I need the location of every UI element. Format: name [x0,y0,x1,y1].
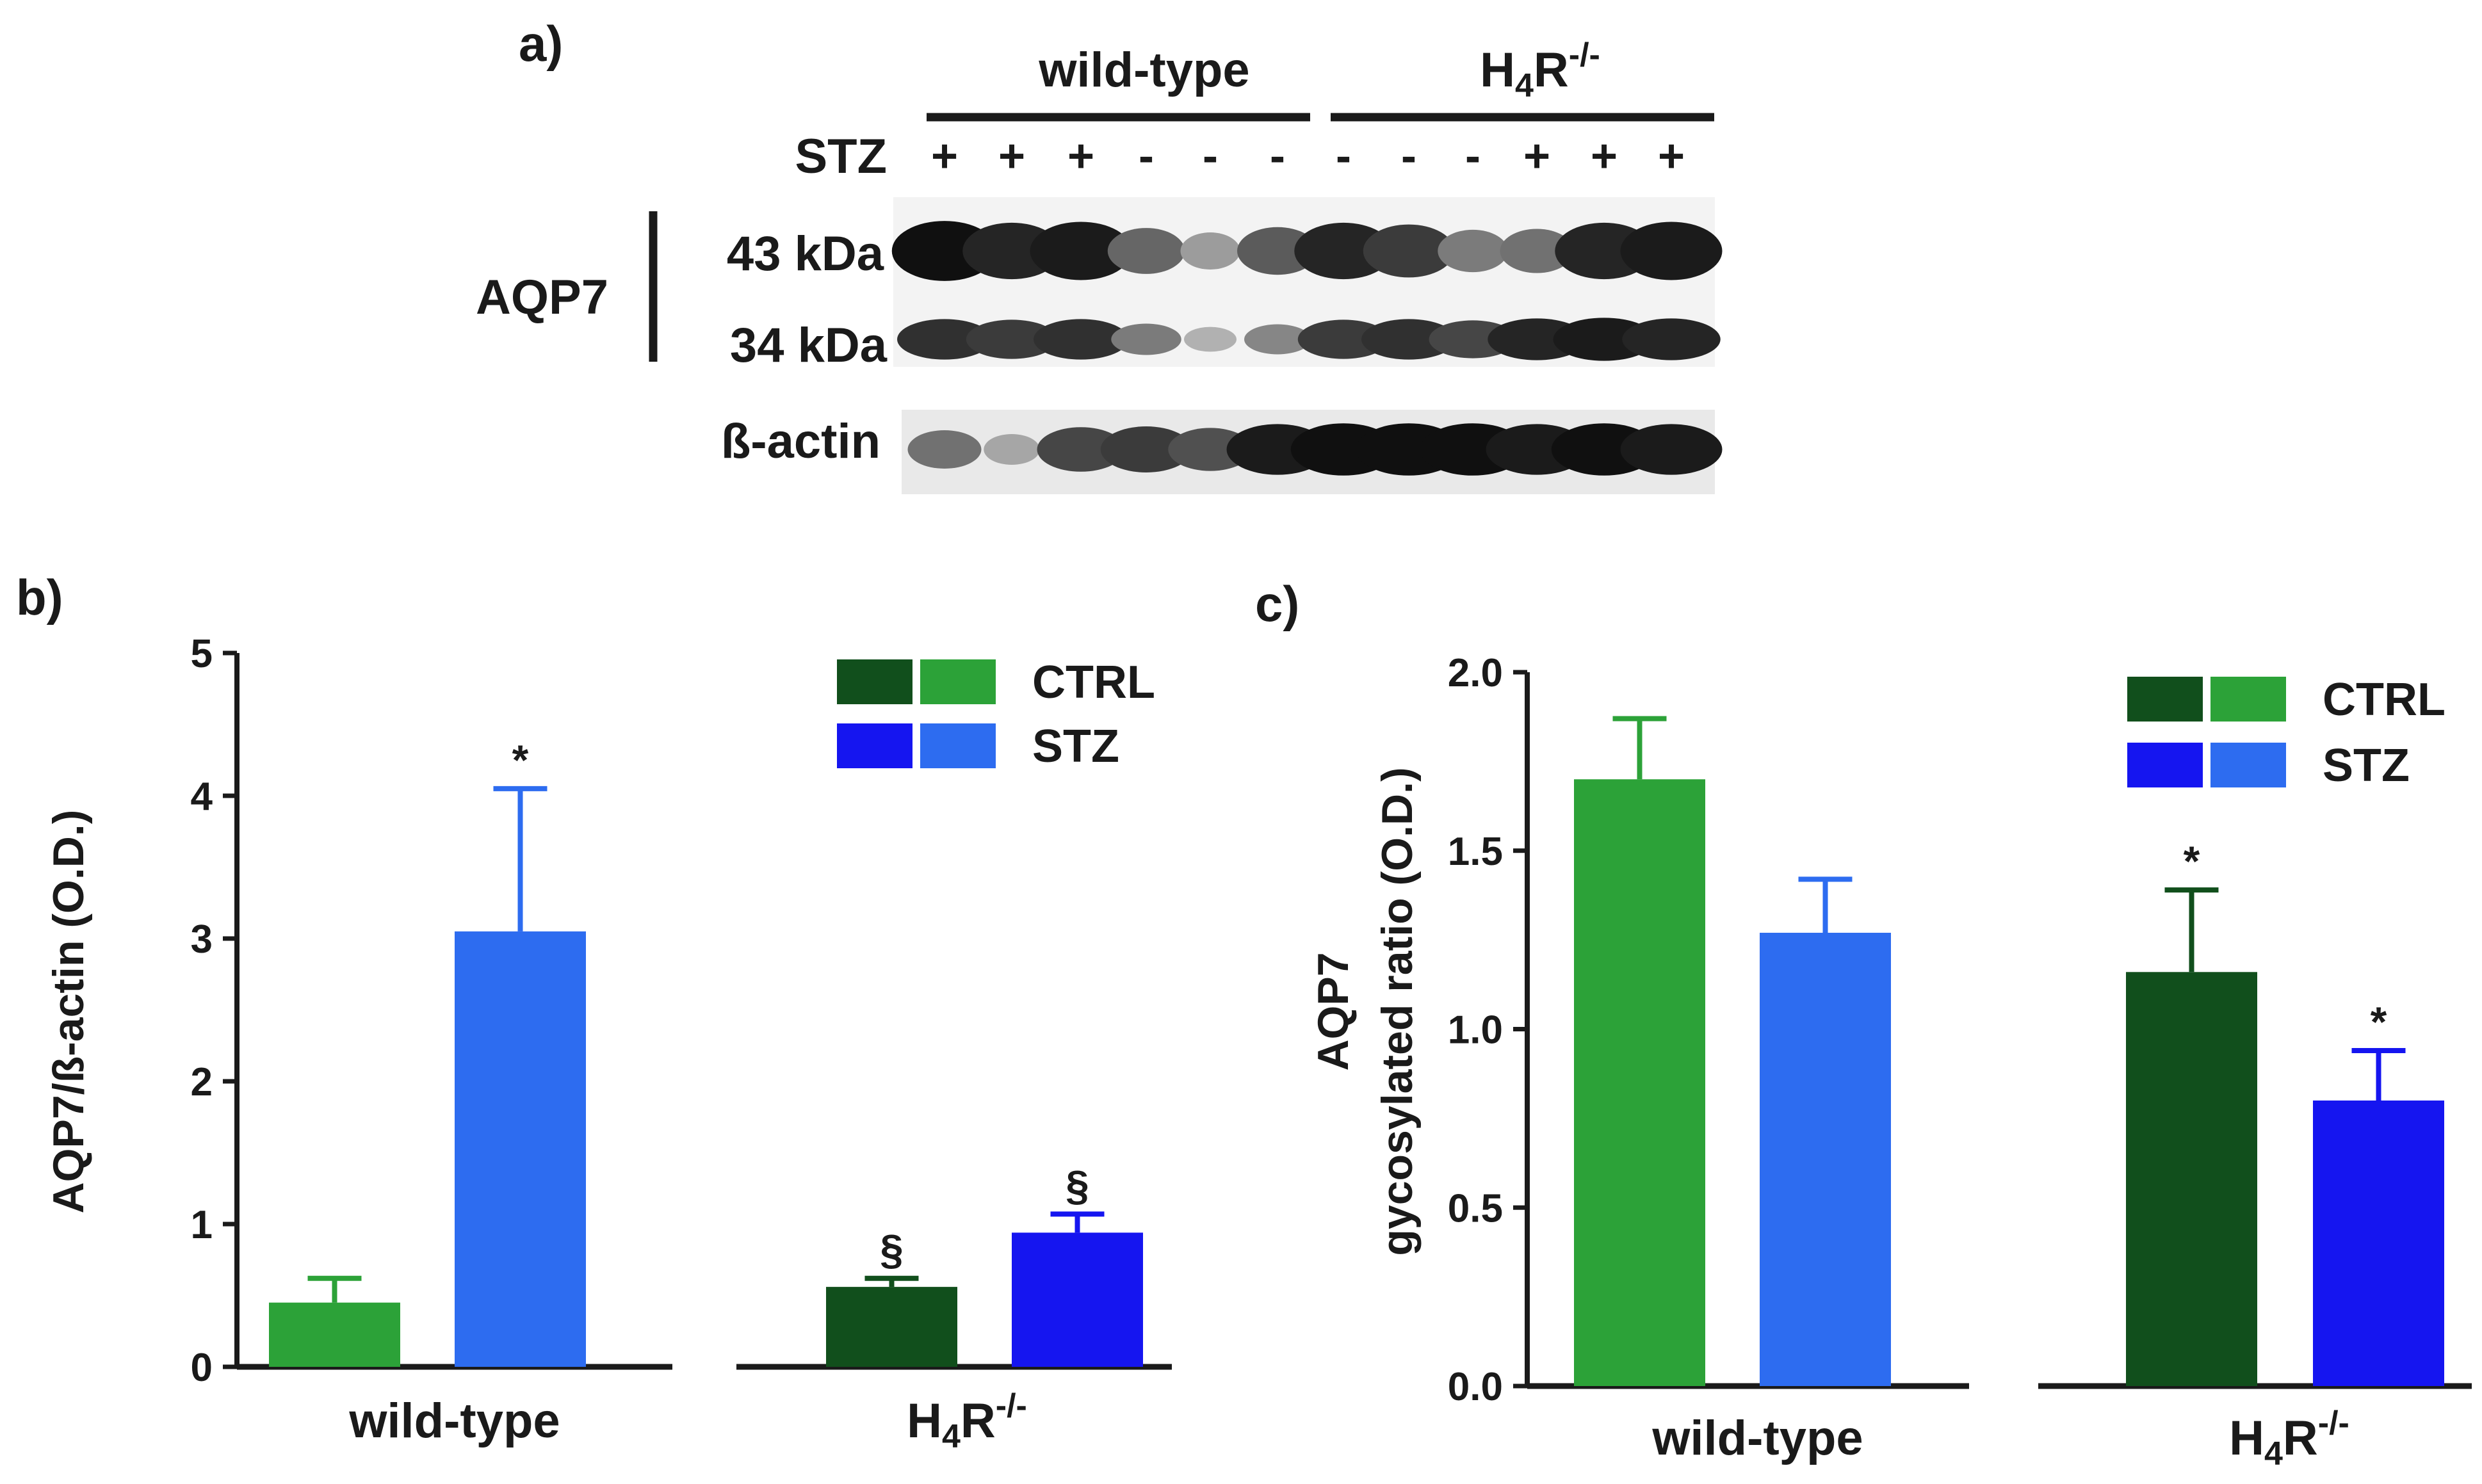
legend-swatch-ctrl-light [920,659,996,704]
y-tick-label: 0.5 [1448,1186,1503,1230]
legend-swatch-stz-light [2210,743,2286,787]
blot-band [1500,229,1574,273]
significance-mark: * [2371,998,2387,1045]
bar-ctrl [826,1287,957,1367]
significance-mark: * [2184,837,2200,885]
y-tick-label: 1.5 [1448,830,1503,874]
legend-swatch-stz-dark [2127,743,2203,787]
y-tick-label: 3 [191,917,213,962]
blot-band [1111,323,1181,355]
blot-band [1168,428,1253,471]
blot-group-label-ko: H4R-/- [1480,36,1600,104]
y-tick-label: 2.0 [1448,651,1503,695]
chart-b-panel-label: b) [16,569,63,625]
blot-band [1184,327,1237,352]
stz-signs: + + + - - - - - - + + + [931,131,1685,182]
bar-stz [1012,1232,1143,1367]
blot-band [1107,228,1185,274]
actin-bands [907,423,1723,476]
chart-c-ylabel-line1: AQP7 [1309,952,1358,1070]
aqp7-bands [891,221,1723,361]
y-tick-label: 2 [191,1060,213,1104]
band-label-34: 34 kDa [730,318,888,373]
legend-label-stz: STZ [2323,740,2410,791]
bar-ctrl [1574,779,1705,1386]
legend-label-ctrl: CTRL [1032,657,1155,708]
y-tick-label: 4 [191,775,213,819]
legend-label-stz: STZ [1032,721,1119,772]
bar-ctrl [2126,972,2257,1386]
chart-b-legend: CTRL STZ [837,657,1155,772]
blot-band [1297,319,1390,359]
stz-sign: - [1270,131,1285,182]
chart-c-panel-label: c) [1255,576,1299,632]
blot-band [984,434,1040,465]
legend-swatch-stz-dark [837,723,912,768]
protein-label: AQP7 [476,270,608,325]
chart-b-group-label-wt: wild-type [348,1394,560,1448]
chart-b-ylabel: AQP7/ß-actin (O.D.) [44,810,93,1214]
blot-band [1363,224,1455,278]
chart-c: c) AQP7 gycosylated ratio (O.D.) wild-ty… [1255,576,2472,1472]
stz-sign: + [1591,131,1618,182]
y-tick-label: 1 [191,1203,213,1247]
stz-sign: - [1203,131,1218,182]
blot-band [897,319,992,360]
bar-stz [455,931,586,1367]
blot-band [966,319,1058,359]
blot-band [1100,426,1192,472]
chart-c-ylabel-line2: gycosylated ratio (O.D.) [1373,767,1422,1255]
significance-mark: § [880,1226,904,1273]
blot-group-label-wt: wild-type [1038,43,1249,97]
blot-band [1438,229,1508,273]
legend-label-ctrl: CTRL [2323,674,2446,725]
blot-panel: a) wild-type H4R-/- STZ + + + - - - - - - + + + AQP… [476,15,1723,494]
blot-band [1180,232,1240,270]
blot-band [1237,227,1318,275]
legend-swatch-ctrl-light [2210,677,2286,722]
legend-swatch-stz-light [920,723,996,768]
blot-band [1030,222,1132,280]
legend-swatch-ctrl-dark [2127,677,2203,722]
stz-sign: + [1658,131,1685,182]
blot-band [1034,319,1128,360]
chart-c-legend: CTRL STZ [2127,674,2446,791]
blot-band [1620,424,1723,475]
bar-stz [2313,1101,2444,1386]
blot-band [962,222,1061,280]
chart-c-group-label-ko: H4R-/- [2229,1405,2349,1472]
legend-swatch-ctrl-dark [837,659,912,704]
y-tick-label: 5 [191,632,213,676]
stz-sign: + [1067,131,1094,182]
y-tick-label: 0.0 [1448,1365,1503,1409]
stz-sign: - [1336,131,1351,182]
chart-c-group-label-wt: wild-type [1651,1411,1863,1465]
bar-ctrl [269,1302,400,1367]
blot-band [1622,318,1721,360]
blot-panel-label: a) [519,15,563,72]
blot-band [1620,222,1723,280]
stz-sign: - [1465,131,1480,182]
blot-band [1361,319,1456,360]
stz-sign: + [998,131,1025,182]
blot-band [1244,324,1311,355]
stz-sign: + [1523,131,1550,182]
y-tick-label: 1.0 [1448,1008,1503,1053]
bar-stz [1760,932,1891,1386]
stz-sign: - [1139,131,1154,182]
stz-sign: - [1401,131,1416,182]
chart-b: b) AQP7/ß-actin (O.D.) wild-type H4R-/- … [16,569,1172,1455]
blot-band [1037,427,1125,472]
stz-row-label: STZ [795,129,887,184]
y-tick-label: 0 [191,1346,213,1390]
blot-band [907,430,982,469]
band-label-43: 43 kDa [727,227,884,281]
blot-band [1294,222,1393,280]
significance-mark: § [1066,1161,1089,1209]
loading-label: ß-actin [721,414,880,469]
stz-sign: + [931,131,958,182]
chart-b-group-label-ko: H4R-/- [907,1387,1027,1455]
significance-mark: * [512,736,529,784]
